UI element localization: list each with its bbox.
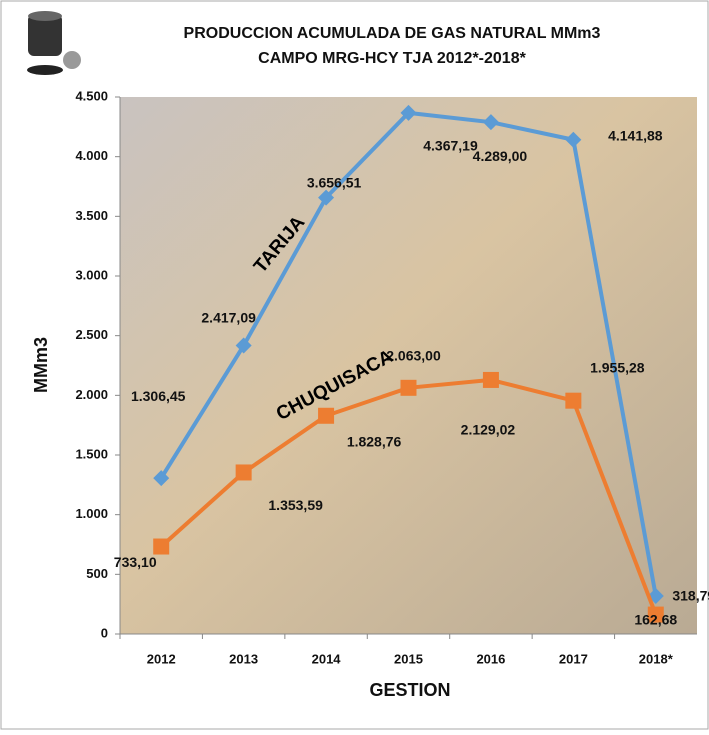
value-label: 1.306,45 — [131, 388, 186, 404]
point — [318, 407, 335, 424]
y-tick-label: 4.000 — [75, 148, 108, 163]
y-tick-label: 500 — [86, 566, 108, 581]
x-tick-label: 2017 — [559, 651, 588, 666]
y-tick-label: 1.000 — [75, 506, 108, 521]
x-axis-title: GESTION — [369, 680, 450, 700]
x-tick-label: 2018* — [639, 651, 674, 666]
value-label: 2.417,09 — [201, 309, 256, 325]
y-tick-label: 0 — [101, 625, 108, 640]
x-tick-label: 2014 — [312, 651, 342, 666]
value-label: 1.353,59 — [268, 497, 323, 513]
value-label: 733,10 — [114, 554, 157, 570]
y-tick-label: 4.500 — [75, 88, 108, 103]
point — [235, 337, 252, 354]
value-label: 162,68 — [634, 611, 677, 627]
value-label: 4.289,00 — [473, 148, 528, 164]
y-tick-label: 3.500 — [75, 208, 108, 223]
value-label: 2.063,00 — [386, 348, 441, 364]
value-label: 3.656,51 — [307, 174, 362, 190]
chart-title: PRODUCCION ACUMULADA DE GAS NATURAL MMm3 — [184, 25, 601, 42]
point — [318, 189, 335, 206]
value-label: 4.367,19 — [423, 138, 478, 154]
y-axis-title: MMm3 — [31, 337, 51, 393]
y-tick-label: 2.000 — [75, 387, 108, 402]
x-tick-label: 2013 — [229, 651, 258, 666]
x-tick-label: 2012 — [147, 651, 176, 666]
point — [482, 114, 499, 131]
value-label: 318,79 — [672, 588, 709, 604]
x-tick-label: 2015 — [394, 651, 423, 666]
point — [400, 104, 417, 121]
value-label: 4.141,88 — [608, 127, 663, 143]
point — [235, 464, 252, 481]
value-label: 1.828,76 — [347, 433, 402, 449]
point — [565, 131, 582, 148]
y-tick-label: 2.500 — [75, 327, 108, 342]
y-tick-label: 3.000 — [75, 267, 108, 282]
y-tick-label: 1.500 — [75, 446, 108, 461]
x-tick-label: 2016 — [476, 651, 505, 666]
point — [647, 606, 664, 623]
point — [400, 379, 417, 396]
value-label: 2.129,02 — [461, 422, 516, 438]
point — [153, 470, 170, 487]
plot-background — [120, 97, 697, 634]
point — [565, 392, 582, 409]
point — [482, 371, 499, 388]
value-label: 1.955,28 — [590, 359, 645, 375]
point — [153, 538, 170, 555]
icon — [27, 11, 81, 75]
chart-subtitle: CAMPO MRG-HCY TJA 2012*-2018* — [258, 50, 526, 67]
